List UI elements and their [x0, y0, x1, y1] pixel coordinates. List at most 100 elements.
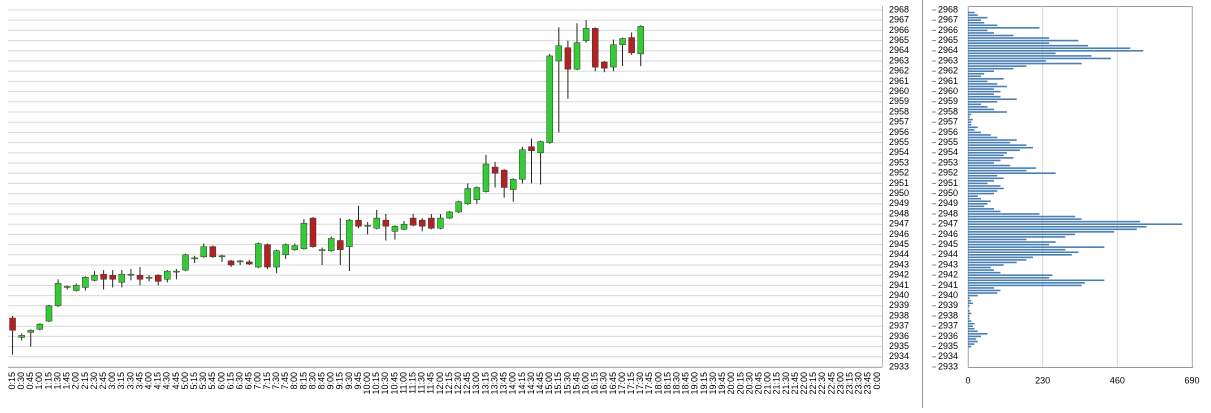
y-tick-label: 2939 — [889, 300, 909, 310]
candle-body — [510, 179, 517, 190]
candle-body — [355, 219, 362, 227]
bar — [968, 70, 994, 72]
x-tick-label: 6:30 — [235, 372, 245, 390]
x-tick-label: 8:30 — [307, 372, 317, 390]
bar — [968, 297, 970, 299]
candle-body — [337, 240, 344, 250]
x-tick-label: 690 — [1184, 375, 1199, 385]
y-tick-label: 2956 — [938, 127, 958, 137]
bar — [968, 317, 970, 320]
bar — [968, 325, 973, 327]
y-tick-label: 2964 — [938, 45, 958, 55]
bar — [968, 259, 1027, 261]
x-tick-label: 20:45 — [753, 372, 763, 395]
candle-body — [282, 244, 289, 256]
bar — [968, 192, 994, 195]
candle-body — [582, 28, 590, 41]
y-tick-label: 2934 — [889, 351, 909, 361]
candle-body — [391, 225, 399, 232]
x-tick-label: 14:30 — [526, 372, 536, 395]
candle-body — [491, 166, 499, 174]
bar — [968, 136, 998, 139]
candle-body — [100, 273, 107, 280]
y-tick-label: 2960 — [889, 86, 909, 96]
candle-body — [409, 217, 417, 226]
bar — [968, 261, 1017, 264]
candle-body — [191, 257, 198, 260]
candle-body — [373, 217, 380, 229]
bar — [968, 60, 1046, 62]
bar — [968, 52, 1056, 55]
y-tick-label: 2933 — [938, 361, 958, 371]
y-tick-label: 2938 — [889, 310, 909, 320]
y-tick-label: 2938 — [938, 310, 958, 320]
bar — [968, 19, 981, 21]
candle-body — [118, 273, 126, 283]
candle-body — [573, 42, 581, 70]
y-tick-label: 2958 — [889, 106, 909, 116]
x-tick-label: 23:15 — [845, 372, 855, 395]
y-tick-label: 2958 — [938, 106, 958, 116]
x-tick-label: 9:00 — [326, 372, 336, 390]
x-tick-label: 11:15 — [408, 372, 418, 394]
candle-body — [9, 317, 16, 331]
x-tick-label: 1:15 — [43, 372, 53, 390]
x-tick-label: 3:45 — [134, 372, 144, 390]
x-tick-label: 19:45 — [717, 372, 727, 395]
x-tick-label: 10:15 — [371, 372, 381, 395]
bar — [968, 146, 1033, 149]
bar — [968, 21, 985, 24]
candle-body — [519, 149, 526, 180]
x-tick-label: 18:15 — [662, 372, 672, 395]
x-tick-label: 19:15 — [699, 372, 709, 395]
x-tick-label: 15:30 — [562, 372, 572, 395]
x-tick-label: 3:30 — [125, 372, 135, 390]
bar — [968, 121, 972, 123]
y-tick-label: 2946 — [889, 229, 909, 239]
bar — [968, 225, 1147, 228]
y-tick-label: 2950 — [889, 188, 909, 198]
y-tick-label: 2940 — [889, 290, 909, 300]
bar — [968, 299, 972, 302]
x-tick-label: 17:30 — [635, 372, 645, 395]
y-tick-label: 2953 — [889, 157, 909, 167]
y-tick-label: 2954 — [938, 147, 958, 157]
candle-body — [364, 224, 371, 227]
y-tick-label: 2937 — [889, 321, 909, 331]
x-tick-label: 15:00 — [544, 372, 554, 395]
x-tick-label: 230 — [1035, 375, 1050, 385]
x-tick-label: 18:30 — [672, 372, 682, 395]
x-tick-label: 22:15 — [808, 372, 818, 395]
x-tick-label: 23:00 — [835, 372, 845, 395]
x-tick-label: 19:00 — [690, 372, 700, 395]
x-tick-label: 8:00 — [289, 372, 299, 390]
bar — [968, 241, 1056, 243]
x-tick-label: 1:45 — [62, 372, 72, 390]
y-tick-label: 2968 — [889, 4, 909, 14]
x-tick-label: 8:45 — [316, 372, 326, 390]
y-tick-label: 2962 — [938, 66, 958, 76]
x-tick-label: 21:15 — [772, 372, 782, 395]
bar — [968, 343, 975, 345]
bar — [968, 162, 994, 164]
y-tick-label: 2968 — [938, 4, 958, 14]
x-tick-label: 460 — [1110, 375, 1125, 385]
y-tick-label: 2966 — [938, 25, 958, 35]
bar — [968, 55, 1092, 57]
candle-body — [273, 250, 280, 268]
bar — [968, 220, 1141, 223]
bar — [968, 164, 1011, 167]
candle-body — [145, 276, 153, 279]
y-tick-label: 2952 — [938, 168, 958, 178]
candle-body — [73, 285, 80, 291]
candle-body — [218, 255, 226, 258]
candle-body — [255, 243, 262, 268]
bar — [968, 210, 1001, 213]
candle-body — [236, 260, 244, 263]
bar — [968, 169, 1027, 172]
bar — [968, 126, 978, 129]
y-tick-label: 2957 — [938, 117, 958, 127]
x-tick-label: 16:45 — [608, 372, 618, 395]
bar — [968, 85, 1007, 88]
bar — [968, 47, 1131, 50]
